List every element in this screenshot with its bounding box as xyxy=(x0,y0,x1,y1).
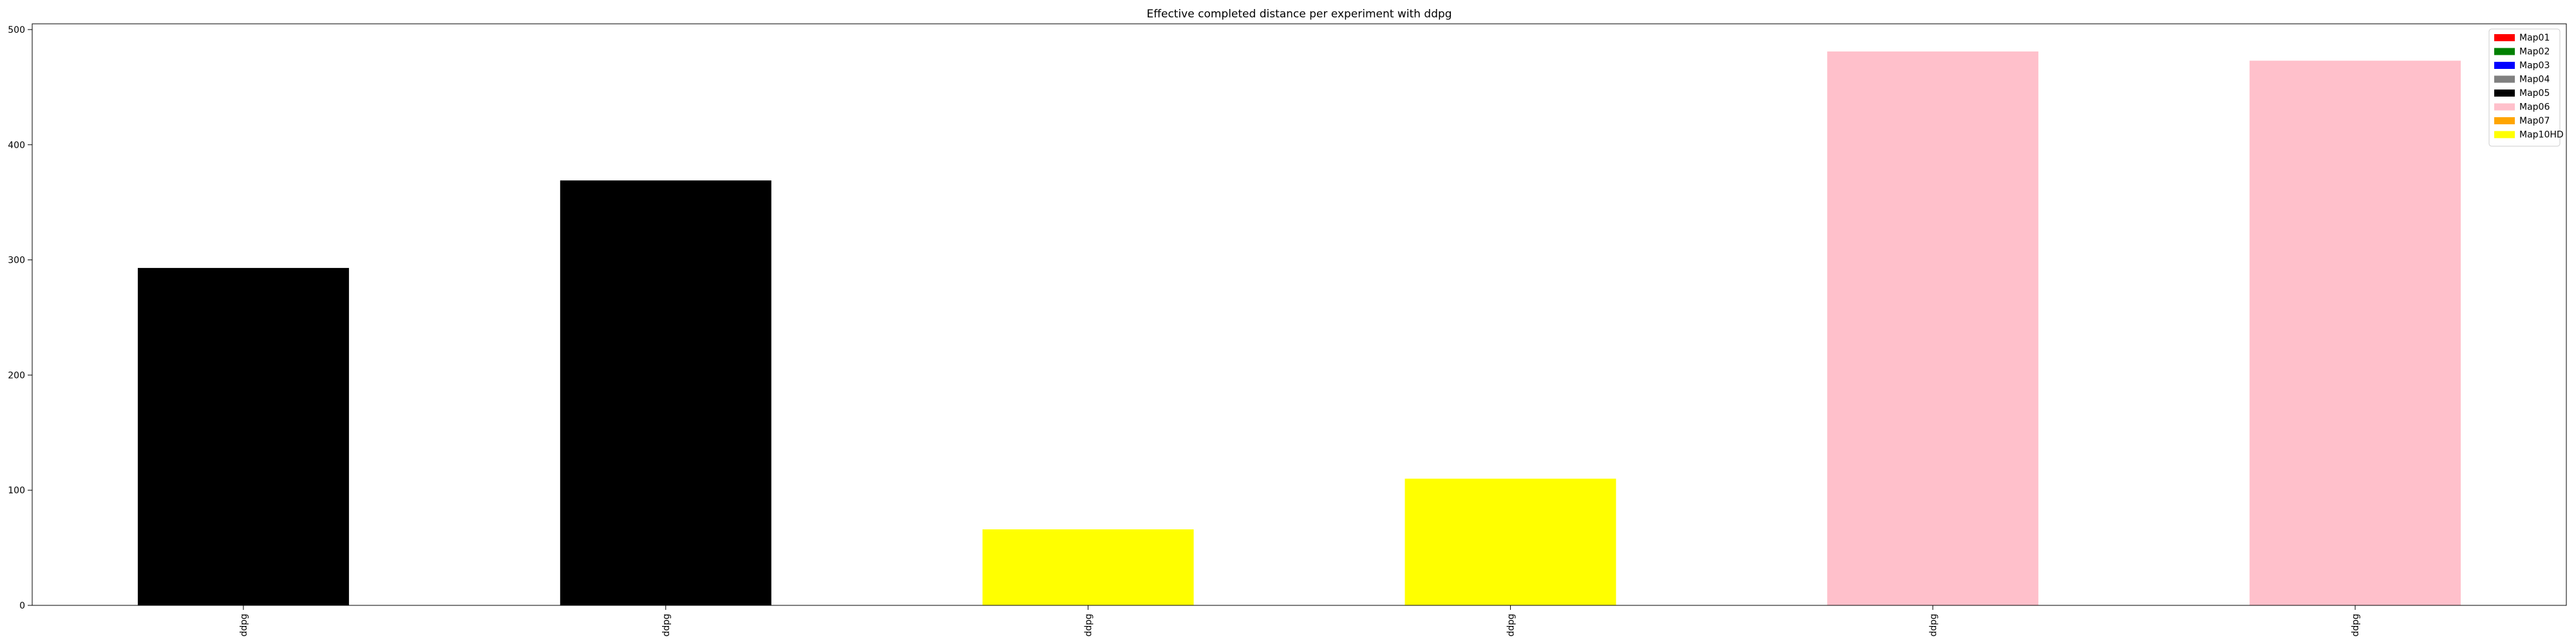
bar xyxy=(560,180,772,605)
x-tick-label: ddpg xyxy=(661,614,672,637)
bar xyxy=(2249,61,2461,606)
legend-label: Map06 xyxy=(2519,102,2550,113)
legend-swatch xyxy=(2494,75,2515,83)
x-tick-label: ddpg xyxy=(1084,614,1094,637)
legend-swatch xyxy=(2494,117,2515,124)
legend-swatch xyxy=(2494,131,2515,138)
legend-swatch xyxy=(2494,62,2515,69)
legend-label: Map04 xyxy=(2519,75,2550,85)
legend-swatch xyxy=(2494,34,2515,41)
legend-swatch xyxy=(2494,90,2515,97)
y-tick-label: 500 xyxy=(8,25,25,35)
bar xyxy=(982,529,1194,605)
x-tick-label: ddpg xyxy=(1928,614,1938,637)
y-tick-label: 300 xyxy=(8,256,25,266)
y-tick-label: 400 xyxy=(8,140,25,151)
bar xyxy=(137,268,349,605)
axes-layer: 0 100 200 300 400 500 ddpg ddpg ddpg ddpg ddpg ddpg xyxy=(8,23,2567,637)
legend-label: Map05 xyxy=(2519,88,2550,99)
plot-frame xyxy=(32,23,2567,606)
y-tick-label: 200 xyxy=(8,370,25,381)
y-tick-label: 100 xyxy=(8,486,25,496)
legend-label: Map10HD xyxy=(2519,130,2564,140)
bar xyxy=(1405,478,1616,605)
y-tick-label: 0 xyxy=(19,601,25,611)
bar xyxy=(1827,51,2039,605)
legend-label: Map03 xyxy=(2519,61,2550,71)
bars-layer xyxy=(137,51,2461,606)
legend-swatch xyxy=(2494,48,2515,55)
legend: Map01 Map02 Map03 Map04 Map05 Map06 Map07 Map10… xyxy=(2488,28,2564,147)
legend-label: Map02 xyxy=(2519,47,2550,57)
legend-swatch xyxy=(2494,103,2515,111)
chart-title: Effective completed distance per experim… xyxy=(1147,8,1452,21)
x-tick-label: ddpg xyxy=(1506,614,1516,637)
x-tick-label: ddpg xyxy=(2351,614,2361,637)
legend-frame xyxy=(2488,28,2561,147)
legend-label: Map01 xyxy=(2519,33,2550,43)
x-tick-label: ddpg xyxy=(239,614,249,637)
legend-label: Map07 xyxy=(2519,116,2550,126)
